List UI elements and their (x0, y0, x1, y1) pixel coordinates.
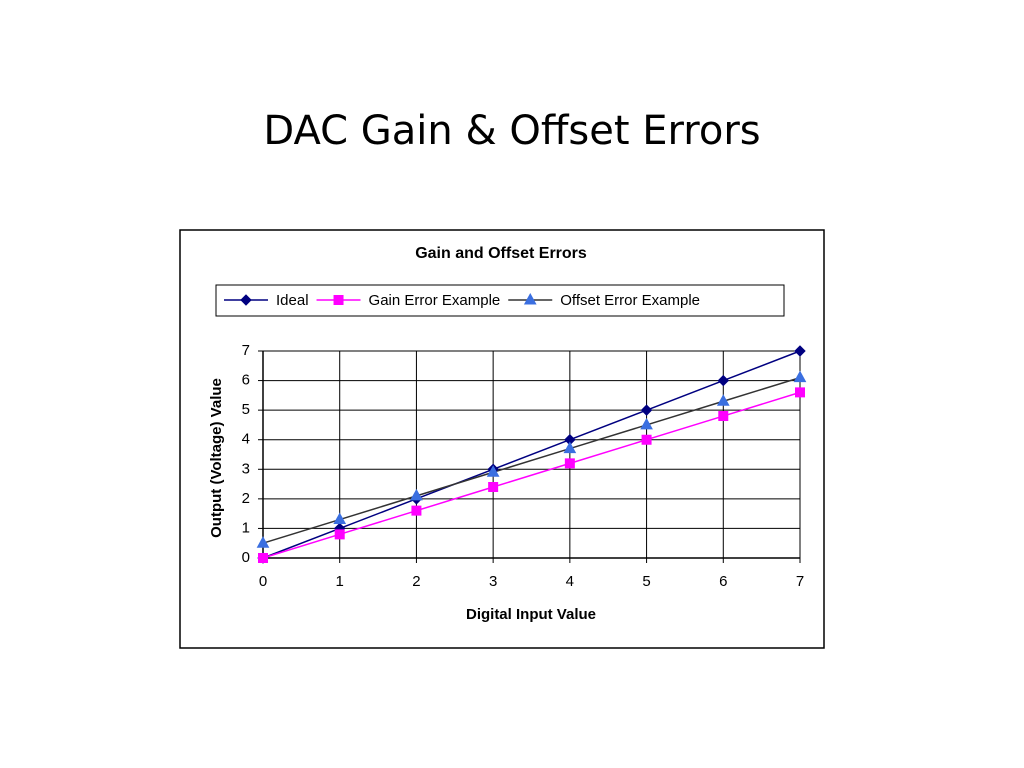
legend-label: Gain Error Example (369, 292, 501, 309)
chart-title: Gain and Offset Errors (415, 245, 587, 262)
marker (793, 370, 807, 383)
marker (240, 294, 252, 306)
y-axis-label: Output (Voltage) Value (208, 378, 225, 538)
y-tick-label: 1 (242, 519, 250, 536)
x-tick-label: 4 (566, 573, 574, 590)
x-tick-label: 7 (796, 573, 804, 590)
marker (333, 512, 347, 525)
legend (215, 284, 785, 317)
y-tick-label: 0 (242, 549, 250, 566)
x-tick-label: 3 (489, 573, 497, 590)
marker (716, 394, 730, 406)
marker (718, 411, 729, 422)
x-tick-label: 0 (259, 573, 267, 590)
x-tick-label: 6 (719, 573, 727, 590)
marker (410, 488, 423, 501)
series-line (262, 391, 801, 559)
y-tick-label: 2 (242, 490, 250, 507)
x-tick-label: 2 (412, 573, 420, 590)
marker (333, 295, 344, 305)
x-tick-label: 5 (642, 573, 650, 590)
legend-label: Ideal (276, 292, 309, 309)
marker (640, 404, 653, 416)
marker (794, 345, 806, 357)
marker (795, 387, 805, 398)
x-tick-label: 1 (336, 573, 344, 590)
y-tick-label: 7 (242, 342, 250, 359)
marker (564, 458, 575, 469)
y-tick-label: 5 (242, 401, 250, 418)
marker (256, 536, 270, 548)
y-tick-label: 6 (242, 372, 250, 389)
y-tick-label: 4 (242, 431, 250, 448)
slide-title: DAC Gain & Offset Errors (263, 108, 760, 154)
marker (641, 434, 652, 445)
legend-label: Offset Error Example (560, 292, 700, 309)
marker (411, 505, 422, 516)
marker (486, 465, 500, 477)
marker (258, 553, 268, 563)
marker (563, 441, 577, 454)
y-tick-label: 3 (242, 460, 250, 477)
marker (523, 292, 537, 305)
marker (334, 529, 345, 540)
series-line (262, 350, 801, 559)
marker (488, 482, 499, 493)
series-line (262, 376, 801, 544)
x-axis-label: Digital Input Value (466, 606, 596, 623)
marker (717, 374, 729, 387)
marker (640, 417, 653, 430)
